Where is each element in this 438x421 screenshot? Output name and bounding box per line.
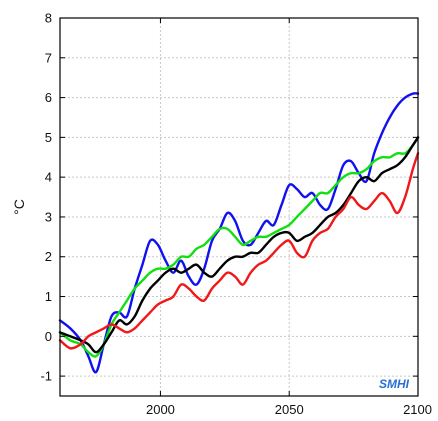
series-line-black [58,136,420,354]
data-series [58,92,420,374]
tick-marks [60,17,419,396]
y-tick-label: 6 [45,90,52,105]
x-tick-label: 2000 [146,402,175,417]
series-line-green [58,136,420,358]
plot-frame [59,17,419,397]
y-tick-label: 3 [45,209,52,224]
y-tick-label: 8 [45,11,52,26]
y-tick-labels: -1 0 1 2 3 4 5 6 7 8 [40,11,52,384]
smhi-logo: SMHI [379,377,410,391]
x-tick-label: 2050 [275,402,304,417]
y-tick-label: 2 [45,249,52,264]
x-tick-labels: 2000 2050 2100 [146,402,432,417]
y-tick-label: 0 [45,329,52,344]
y-tick-label: 1 [45,289,52,304]
y-tick-label: 4 [45,170,52,185]
series-line-red [58,152,420,350]
y-tick-label: 5 [45,130,52,145]
y-tick-label: 7 [45,50,52,65]
x-tick-label: 2100 [403,402,432,417]
series-line-blue [58,92,420,374]
y-tick-label: -1 [40,369,52,384]
y-axis-label: °C [11,199,27,215]
